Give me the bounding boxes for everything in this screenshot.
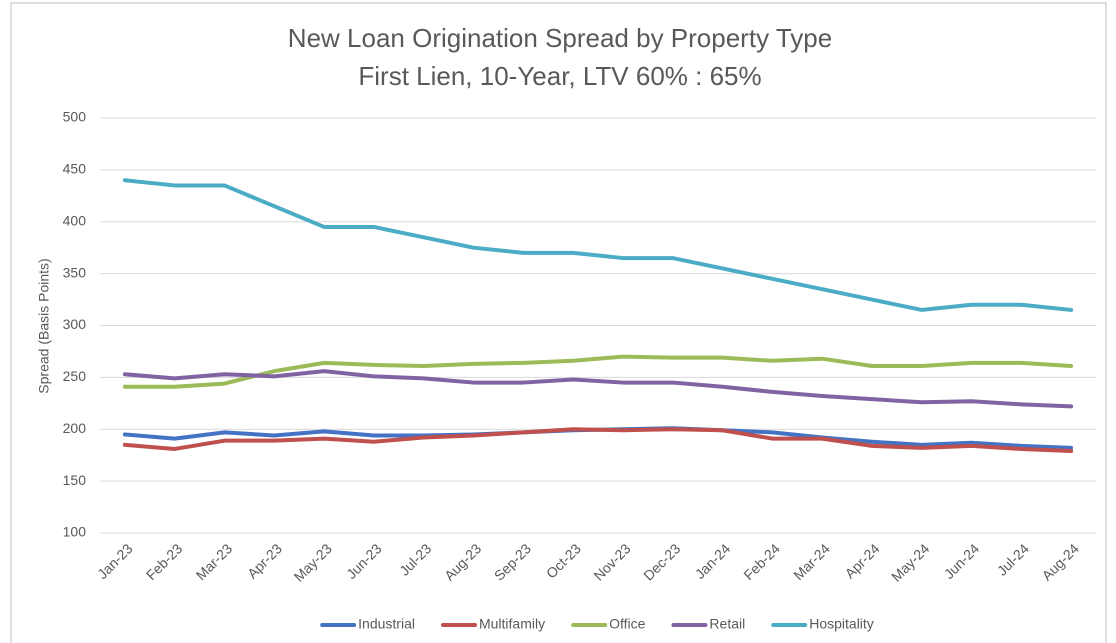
x-tick-label: May-24 [888,540,932,584]
x-tick-label: Mar-23 [193,540,236,583]
legend-label: Office [609,616,646,632]
y-tick-label: 300 [63,316,87,332]
x-tick-label: Apr-23 [244,540,285,581]
series-line [122,178,1074,312]
y-tick-label: 150 [63,472,87,488]
y-axis-label: Spread (Basis Points) [36,258,52,393]
x-tick-label: Feb-24 [740,540,783,583]
x-tick-label: Mar-24 [790,540,833,583]
y-tick-label: 500 [63,109,87,125]
legend-label: Industrial [358,616,415,632]
chart-title: New Loan Origination Spread by Property … [288,23,832,53]
legend-label: Retail [709,616,745,632]
x-tick-label: Aug-24 [1039,540,1082,583]
y-tick-label: 100 [63,524,87,540]
y-tick-label: 350 [63,264,87,280]
x-tick-label: Jul-24 [994,540,1032,578]
series-line [122,427,1074,454]
legend-label: Multifamily [479,616,545,632]
x-tick-label: Jan-23 [94,540,136,582]
y-tick-label: 400 [63,212,87,228]
x-tick-label: Jun-24 [941,540,983,582]
x-tick-label: Feb-23 [143,540,186,583]
chart-subtitle: First Lien, 10-Year, LTV 60% : 65% [358,61,761,91]
y-tick-label: 200 [63,420,87,436]
x-tick-label: Jul-23 [396,540,434,578]
series-line [122,369,1074,409]
y-tick-label: 250 [63,368,87,384]
x-tick-label: Jan-24 [692,540,734,582]
x-tick-label: May-23 [291,540,335,584]
x-tick-label: Nov-23 [590,540,633,583]
x-tick-label: Aug-23 [441,540,484,583]
y-tick-label: 450 [63,161,87,177]
legend-label: Hospitality [809,616,874,632]
chart-frame [10,2,1107,643]
x-tick-label: Apr-24 [842,540,883,581]
series-line [122,354,1074,389]
x-tick-label: Oct-23 [543,540,584,581]
x-tick-label: Sep-23 [491,540,534,583]
x-tick-label: Dec-23 [640,540,683,583]
x-tick-label: Jun-23 [343,540,385,582]
